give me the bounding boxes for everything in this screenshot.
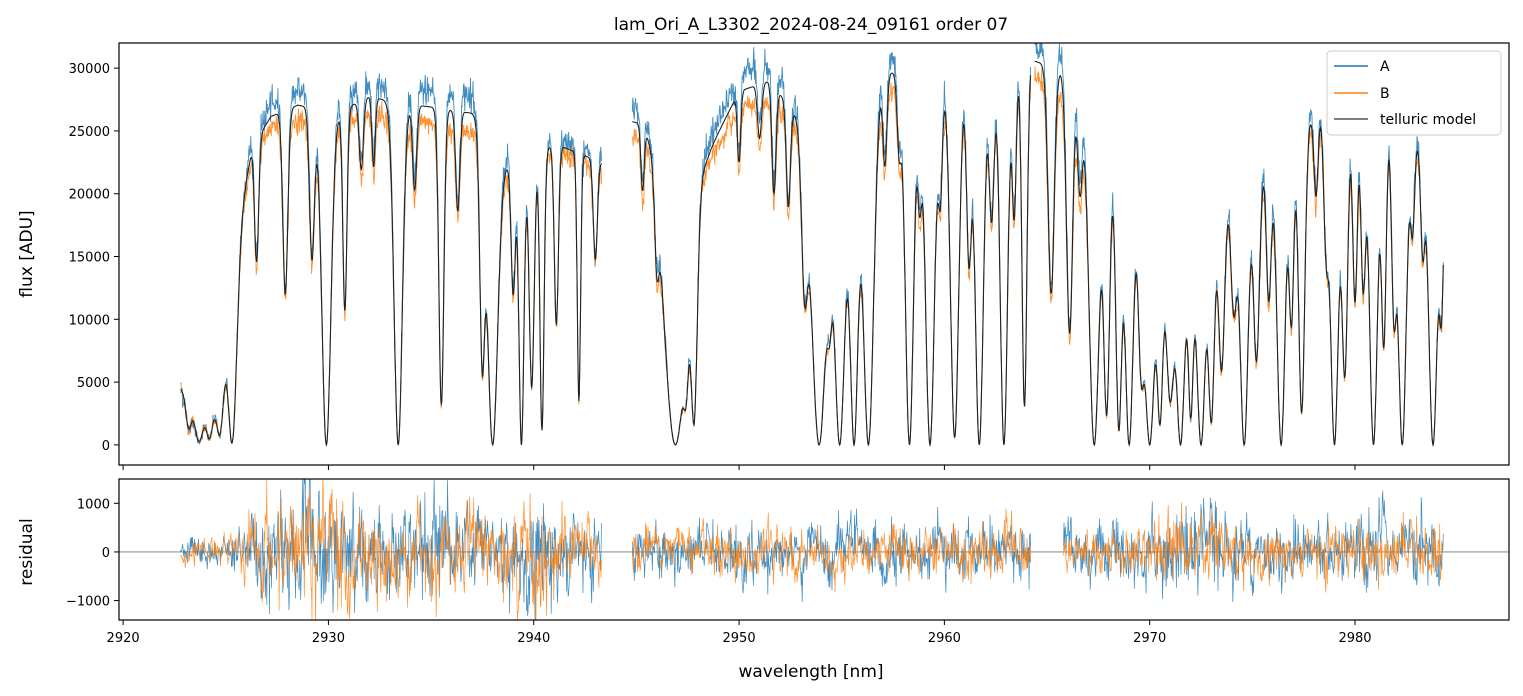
legend-label-a: A (1380, 59, 1390, 75)
legend: A B telluric model (1326, 50, 1502, 136)
residual-lines (180, 479, 1444, 620)
residual-x-tick-label: 2970 (1133, 631, 1166, 646)
spectrum-x-ticks (122, 465, 1356, 470)
residual-axes-frame (118, 478, 1510, 621)
residual-x-label: wavelength [nm] (738, 662, 883, 682)
spectrum-y-label: flux [ADU] (17, 210, 37, 297)
spectrum-panel: 0 5000 10000 15000 20000 25000 30000 flux [ADU… (17, 42, 1510, 470)
spectrum-y-tick-label: 20000 (69, 188, 110, 203)
residual-y-tick-label: −1000 (66, 595, 110, 610)
spectrum-axes-frame (118, 42, 1510, 466)
residual-x-tick-label: 2960 (928, 631, 961, 646)
spectrum-y-ticks: 0 5000 10000 15000 20000 25000 30000 (69, 62, 119, 454)
residual-x-tick-label: 2920 (107, 631, 140, 646)
residual-y-ticks: −1000 0 1000 (66, 497, 119, 610)
legend-label-model: telluric model (1380, 112, 1476, 128)
spectrum-y-tick-label: 15000 (69, 251, 110, 266)
legend-label-b: B (1380, 86, 1390, 102)
residual-y-tick-label: 1000 (77, 497, 110, 512)
residual-y-label: residual (17, 518, 37, 585)
residual-x-tick-label: 2950 (723, 631, 756, 646)
residual-y-tick-label: 0 (102, 546, 110, 561)
residual-x-tick-label: 2930 (312, 631, 345, 646)
chart-title: lam_Ori_A_L3302_2024-08-24_09161 order 0… (614, 15, 1008, 35)
spectrum-y-tick-label: 30000 (69, 62, 110, 77)
spectrum-y-tick-label: 0 (102, 439, 110, 454)
residual-x-tick-label: 2980 (1338, 631, 1371, 646)
spectrum-lines (180, 43, 1444, 448)
spectrum-y-tick-label: 25000 (69, 125, 110, 140)
residual-b-line (180, 479, 1444, 620)
legend-box (1326, 50, 1502, 136)
spectrum-y-tick-label: 10000 (69, 313, 110, 328)
telluric-model-line (180, 60, 1444, 448)
residual-x-ticks: 2920 2930 2940 2950 2960 2970 2980 (107, 620, 1372, 646)
residual-x-tick-label: 2940 (517, 631, 550, 646)
spectrum-y-tick-label: 5000 (77, 376, 110, 391)
